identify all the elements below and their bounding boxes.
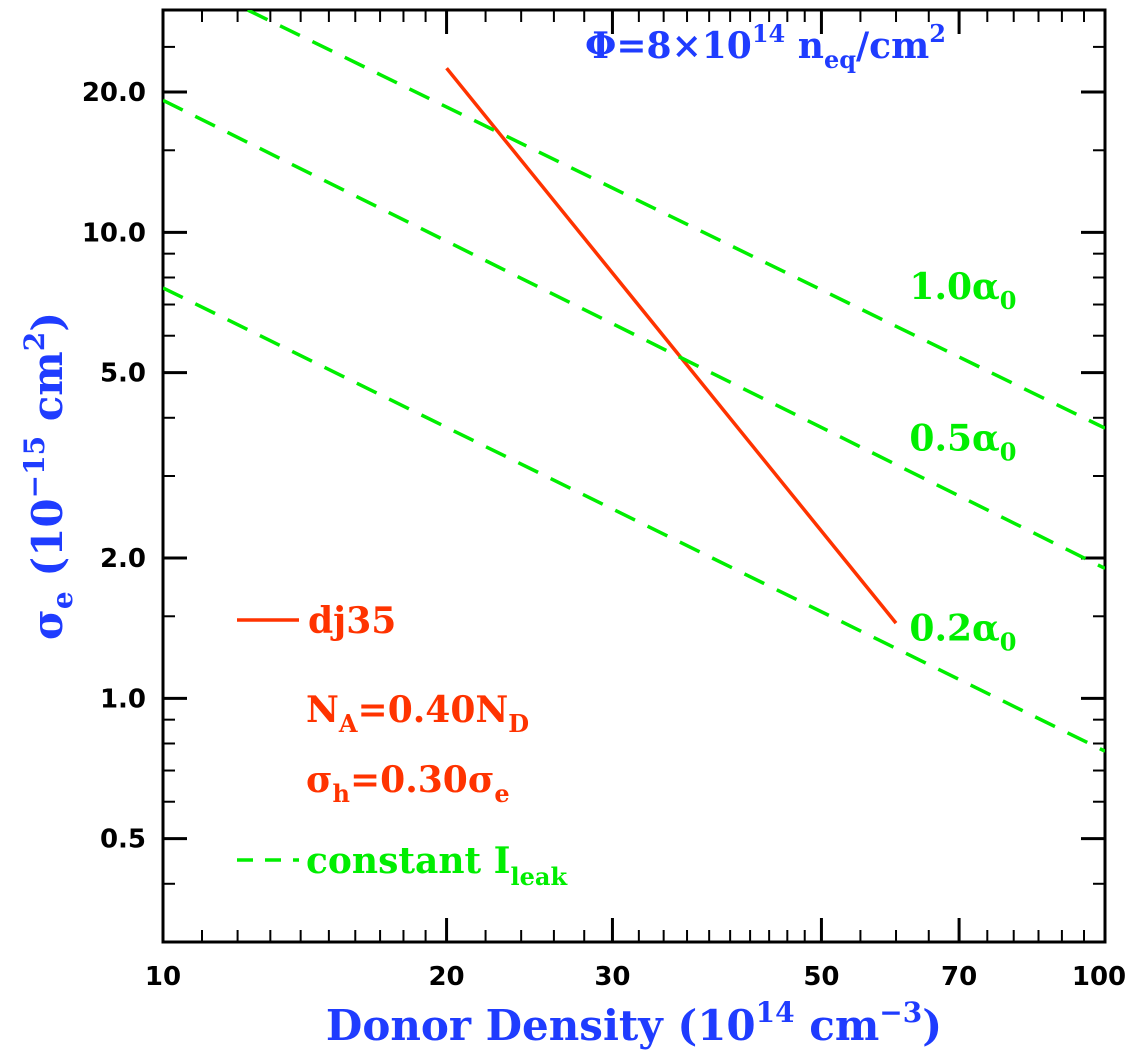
series-1-0-0-line: [246, 10, 1105, 430]
line-label: 1.0α0: [909, 266, 1016, 315]
line-label: 0.5α0: [909, 418, 1016, 467]
series-0-5-0-line: [163, 98, 1105, 570]
legend-dashed-label: constant Ileak: [306, 840, 568, 891]
y-tick-label: 20.0: [82, 78, 146, 108]
series-group: [163, 10, 1105, 753]
legend-sigma-label: σh=0.30σe: [306, 759, 510, 808]
y-tick-label: 0.5: [100, 825, 146, 855]
x-tick-label: 10: [145, 962, 181, 992]
legend-solid-label: dj35: [308, 600, 396, 642]
y-tick-label: 2.0: [100, 544, 146, 574]
series-dj35-line: [445, 67, 898, 625]
x-tick-label: 20: [428, 962, 464, 992]
major-ticks: [161, 10, 1107, 942]
plot-frame: [161, 8, 1107, 944]
x-tick-label: 100: [1072, 962, 1126, 992]
legend-na-label: NA=0.40ND: [306, 689, 529, 738]
x-tick-label: 50: [803, 962, 839, 992]
fluence-label: Φ=8×1014 neq/cm2: [585, 19, 946, 74]
minor-ticks: [163, 10, 1105, 943]
x-axis-label: Donor Density (1014 cm−3): [326, 996, 942, 1050]
series-0-2-0-line: [163, 286, 1105, 753]
line-label: 0.2α0: [909, 608, 1016, 657]
line-labels: 1.0α0 0.5α0 0.2α0: [909, 266, 1016, 657]
x-tick-label: 70: [941, 962, 977, 992]
y-axis-label: σe (10−15 cm2): [18, 312, 79, 640]
y-tick-label: 10.0: [82, 218, 146, 248]
y-tick-labels: 0.5 1.0 2.0 5.0 10.0 20.0: [82, 78, 146, 855]
y-tick-label: 1.0: [100, 684, 146, 714]
x-tick-label: 30: [594, 962, 630, 992]
y-tick-label: 5.0: [100, 359, 146, 389]
x-tick-labels: 10 20 30 50 70 100: [145, 962, 1126, 992]
